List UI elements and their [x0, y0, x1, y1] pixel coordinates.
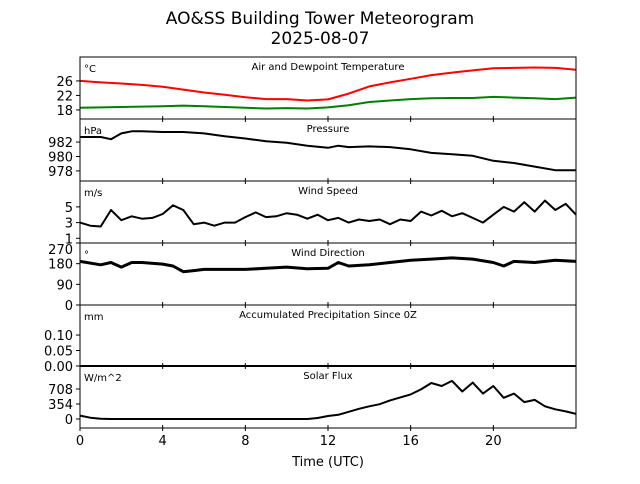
x-tick-label: 0 [76, 434, 84, 449]
x-tick-label: 16 [402, 434, 419, 449]
figure-subtitle: 2025-08-07 [271, 29, 370, 49]
y-tick-label: 5 [65, 201, 73, 216]
panel-unit-label: mm [84, 312, 103, 323]
panel-2: 135 m/s Wind Speed [65, 180, 577, 247]
y-tick-label: 90 [56, 278, 73, 293]
x-tick-label: 4 [159, 434, 167, 449]
series-line-dewpoint [79, 95, 577, 110]
panel-unit-label: ° [84, 250, 89, 261]
panel-unit-label: °C [84, 64, 96, 75]
y-tick-label: 22 [56, 89, 73, 104]
y-tick-label: 0.05 [44, 345, 73, 360]
x-tick-label: 8 [241, 434, 249, 449]
panel-title: Accumulated Precipitation Since 0Z [239, 310, 417, 321]
y-tick-label: 270 [48, 243, 73, 258]
y-tick-label: 1 [65, 232, 73, 247]
y-tick-label: 708 [48, 383, 73, 398]
y-tick-label: 180 [48, 258, 73, 273]
panel-unit-label: W/m^2 [84, 373, 122, 384]
panel-unit-label: hPa [84, 126, 102, 137]
series-line-air-temperature [79, 66, 577, 102]
y-tick-label: 0.00 [44, 360, 73, 375]
y-tick-label: 0 [65, 413, 73, 428]
y-tick-label: 0.10 [44, 329, 73, 344]
panel-title: Solar Flux [303, 371, 353, 382]
panel-title: Wind Direction [291, 248, 365, 259]
x-axis: 0 4 8 12 16 20 [76, 434, 502, 449]
x-axis-label: Time (UTC) [291, 455, 364, 470]
y-tick-label: 3 [65, 217, 73, 232]
panel-title: Pressure [307, 124, 350, 135]
panel-title: Wind Speed [298, 186, 358, 197]
series-line-pressure [80, 130, 576, 172]
y-tick-label: 354 [48, 398, 73, 413]
panel-title: Air and Dewpoint Temperature [252, 62, 405, 73]
figure-title: AO&SS Building Tower Meteorogram [166, 9, 474, 29]
series-line-wind-speed [79, 199, 577, 228]
y-tick-label: 982 [48, 136, 73, 151]
panel-unit-label: m/s [84, 188, 102, 199]
y-tick-label: 980 [48, 150, 73, 165]
panel-4: 0.000.050.10 mm Accumulated Precipitation … [44, 304, 577, 375]
series-line-solar-flux [79, 379, 577, 420]
y-tick-label: 18 [56, 104, 73, 119]
y-tick-label: 0 [65, 299, 73, 314]
x-tick-label: 12 [320, 434, 337, 449]
x-tick-label: 20 [485, 434, 502, 449]
y-tick-label: 26 [56, 75, 73, 90]
y-tick-label: 978 [48, 165, 73, 180]
series-line-wind-direction [79, 256, 577, 274]
